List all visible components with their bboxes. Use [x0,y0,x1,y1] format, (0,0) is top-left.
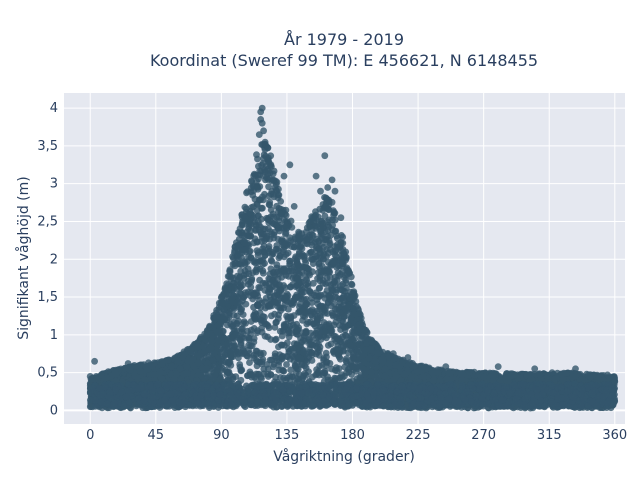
data-point [287,299,295,307]
data-point [315,238,322,246]
data-point [283,361,290,368]
data-point [284,353,291,361]
data-point [247,326,255,334]
data-point [208,338,216,346]
data-point [328,286,336,294]
data-point [321,212,329,220]
data-point [267,256,275,264]
data-point [269,363,277,371]
data-point [265,243,273,250]
data-point [310,279,317,287]
data-point [248,177,255,185]
data-point [240,318,248,326]
data-point [262,294,270,302]
data-point [270,167,278,175]
data-point [280,341,288,349]
data-points [86,104,619,412]
chart-title-line1: År 1979 - 2019 [284,30,404,49]
data-point [280,367,288,375]
data-point [266,201,274,209]
chart-title-line2: Koordinat (Sweref 99 TM): E 456621, N 61… [150,51,538,70]
data-point [242,205,250,213]
data-point [266,285,274,293]
data-point [226,272,233,280]
data-point [268,312,275,320]
